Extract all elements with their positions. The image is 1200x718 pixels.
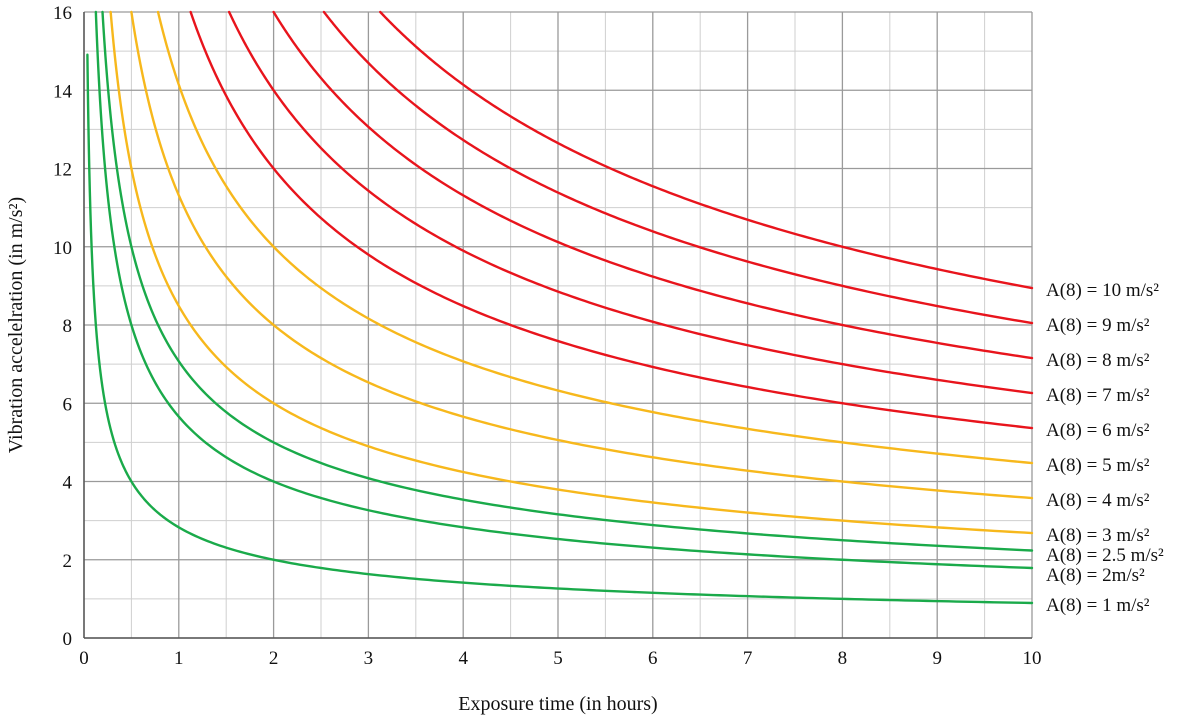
series-label: A(8) = 4 m/s² [1046, 490, 1150, 511]
x-axis-title: Exposure time (in hours) [458, 693, 657, 715]
x-tick-labels: 0 1 2 3 4 5 6 7 8 9 10 [79, 648, 1041, 669]
y-tick-label: 4 [63, 473, 73, 494]
series-label: A(8) = 5 m/s² [1046, 455, 1150, 476]
series-labels: A(8) = 10 m/s² A(8) = 9 m/s² A(8) = 8 m/s²… [1046, 280, 1164, 616]
x-tick-label: 4 [458, 648, 468, 669]
x-tick-label: 5 [553, 648, 563, 669]
x-tick-label: 0 [79, 648, 89, 669]
y-tick-label: 16 [53, 3, 72, 24]
series-label: A(8) = 7 m/s² [1046, 385, 1150, 406]
grid [83, 11, 1033, 639]
series-line [109, 10, 1034, 535]
series-label: A(8) = 6 m/s² [1046, 420, 1150, 441]
series-label: A(8) = 9 m/s² [1046, 315, 1150, 336]
series-line [156, 10, 1034, 465]
series-line [94, 10, 1034, 570]
x-tick-label: 9 [932, 648, 942, 669]
x-tick-label: 1 [174, 648, 184, 669]
y-axis-title: Vibration accelelration (in m/s²) [5, 197, 27, 453]
x-tick-label: 7 [743, 648, 753, 669]
y-tick-labels: 0 2 4 6 8 10 12 14 16 [53, 3, 73, 650]
series-line [322, 10, 1034, 325]
x-tick-label: 3 [364, 648, 374, 669]
x-tick-label: 8 [838, 648, 848, 669]
series-label: A(8) = 10 m/s² [1046, 280, 1159, 301]
y-tick-label: 2 [63, 551, 73, 572]
series-label: A(8) = 2m/s² [1046, 565, 1145, 586]
y-tick-label: 14 [53, 81, 73, 102]
series-line [189, 10, 1034, 430]
series-line [379, 10, 1034, 290]
y-tick-label: 8 [63, 316, 73, 337]
x-tick-label: 10 [1023, 648, 1042, 669]
series-line [272, 10, 1034, 360]
series-curves [86, 10, 1034, 605]
series-line [86, 53, 1034, 605]
series-line [227, 10, 1034, 395]
y-tick-label: 10 [53, 238, 72, 259]
series-label: A(8) = 1 m/s² [1046, 595, 1150, 616]
y-tick-label: 12 [53, 160, 72, 181]
y-tick-label: 0 [63, 629, 73, 650]
series-line [130, 10, 1034, 500]
x-tick-label: 2 [269, 648, 279, 669]
x-tick-label: 6 [648, 648, 658, 669]
y-tick-label: 6 [63, 394, 73, 415]
series-label: A(8) = 3 m/s² [1046, 525, 1150, 546]
series-line [101, 10, 1034, 552]
series-label: A(8) = 8 m/s² [1046, 350, 1150, 371]
series-label: A(8) = 2.5 m/s² [1046, 545, 1164, 566]
